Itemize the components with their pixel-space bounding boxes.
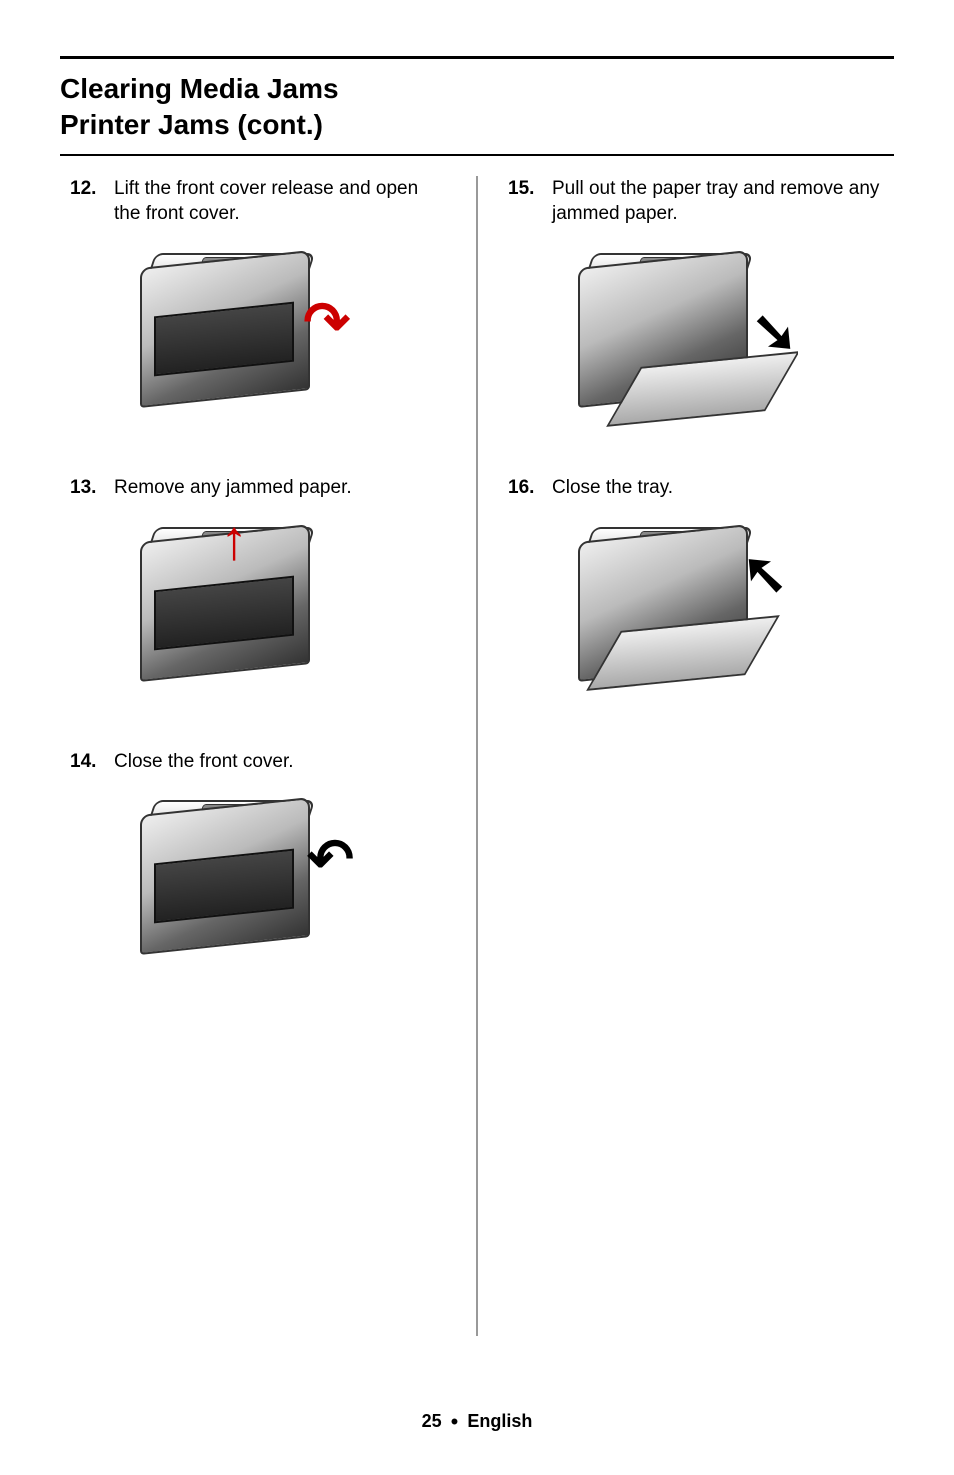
step-text: Close the front cover. — [114, 749, 446, 775]
column-divider — [476, 176, 478, 1336]
figure-tray-in: ➘ — [538, 513, 798, 723]
step-14: 14. Close the front cover. ↶ — [70, 749, 446, 997]
step-16: 16. Close the tray. ➘ — [508, 475, 884, 723]
arrow-icon: ➘ — [741, 543, 788, 609]
figure-tray-out: ➘ — [538, 239, 798, 449]
step-text: Pull out the paper tray and remove any j… — [552, 176, 884, 227]
step-text: Remove any jammed paper. — [114, 475, 446, 501]
title-line-1: Clearing Media Jams — [60, 73, 339, 104]
figure-front-cover-close: ↶ — [100, 786, 360, 996]
figure-remove-paper: ↑ — [100, 513, 360, 723]
step-number: 16. — [508, 475, 546, 501]
step-15: 15. Pull out the paper tray and remove a… — [508, 176, 884, 449]
figure-front-cover-open: ↷ — [100, 239, 360, 449]
step-number: 12. — [70, 176, 108, 202]
right-column: 15. Pull out the paper tray and remove a… — [498, 176, 894, 1336]
title-underline — [60, 154, 894, 156]
footer-language: English — [467, 1411, 532, 1431]
content-columns: 12. Lift the front cover release and ope… — [60, 176, 894, 1336]
page-footer: 25 • English — [0, 1409, 954, 1435]
left-column: 12. Lift the front cover release and ope… — [60, 176, 456, 1336]
step-13: 13. Remove any jammed paper. ↑ — [70, 475, 446, 723]
arrow-icon: ↑ — [220, 513, 248, 572]
page-title: Clearing Media Jams Printer Jams (cont.) — [60, 71, 894, 144]
step-12: 12. Lift the front cover release and ope… — [70, 176, 446, 449]
footer-separator: • — [451, 1409, 459, 1434]
step-text: Lift the front cover release and open th… — [114, 176, 446, 227]
arrow-icon: ↷ — [303, 289, 350, 355]
step-number: 14. — [70, 749, 108, 775]
step-number: 13. — [70, 475, 108, 501]
step-text: Close the tray. — [552, 475, 884, 501]
step-number: 15. — [508, 176, 546, 202]
page-number: 25 — [422, 1411, 442, 1431]
arrow-icon: ➘ — [751, 299, 798, 365]
title-line-2: Printer Jams (cont.) — [60, 109, 323, 140]
arrow-icon: ↶ — [307, 826, 354, 892]
top-rule — [60, 56, 894, 59]
